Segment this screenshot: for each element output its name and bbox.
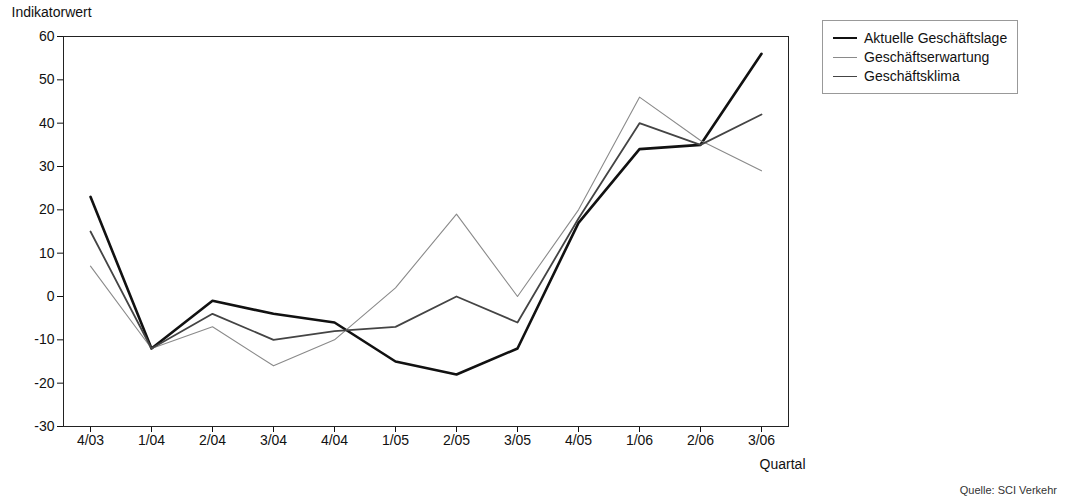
svg-text:-10: -10 [34, 331, 54, 347]
svg-text:1/05: 1/05 [382, 432, 409, 448]
svg-text:10: 10 [39, 245, 55, 261]
svg-text:30: 30 [39, 158, 55, 174]
svg-text:4/05: 4/05 [565, 432, 592, 448]
svg-text:0: 0 [47, 288, 55, 304]
svg-text:2/04: 2/04 [199, 432, 226, 448]
svg-text:2/06: 2/06 [687, 432, 714, 448]
svg-text:50: 50 [39, 71, 55, 87]
svg-text:2/05: 2/05 [443, 432, 470, 448]
svg-text:1/04: 1/04 [138, 432, 165, 448]
svg-text:4/04: 4/04 [321, 432, 348, 448]
svg-text:3/05: 3/05 [504, 432, 531, 448]
svg-text:-20: -20 [34, 375, 54, 391]
svg-text:40: 40 [39, 115, 55, 131]
svg-text:20: 20 [39, 201, 55, 217]
html-text:Geschäftserwartung: Geschäftserwartung [864, 49, 990, 65]
svg-text:4/03: 4/03 [77, 432, 104, 448]
svg-text:Indikatorwert: Indikatorwert [12, 4, 92, 20]
svg-text:Quartal: Quartal [760, 456, 806, 472]
svg-text:60: 60 [39, 28, 55, 44]
svg-text:3/04: 3/04 [260, 432, 287, 448]
svg-text:-30: -30 [34, 418, 54, 434]
html-text:Geschäftsklima: Geschäftsklima [864, 68, 960, 84]
html-text:Aktuelle Geschäftslage: Aktuelle Geschäftslage [864, 30, 1008, 46]
svg-text:3/06: 3/06 [748, 432, 775, 448]
svg-text:1/06: 1/06 [626, 432, 653, 448]
html-text:Quelle: SCI Verkehr: Quelle: SCI Verkehr [959, 484, 1057, 496]
